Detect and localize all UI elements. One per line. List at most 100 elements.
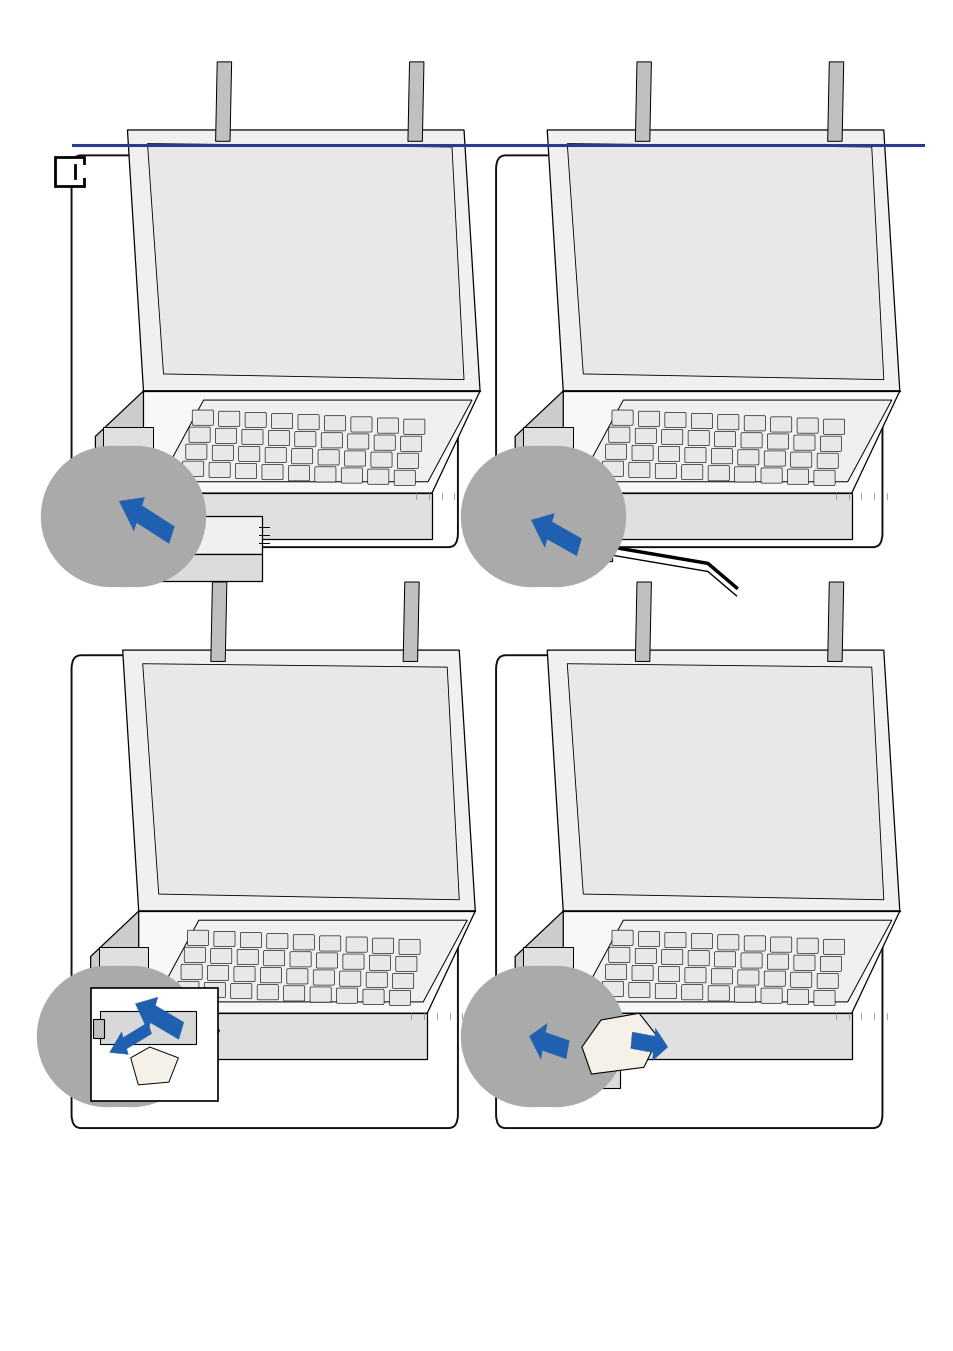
- FancyBboxPatch shape: [321, 432, 342, 449]
- FancyBboxPatch shape: [763, 451, 784, 466]
- FancyBboxPatch shape: [262, 465, 283, 480]
- FancyBboxPatch shape: [389, 990, 410, 1005]
- Polygon shape: [827, 62, 842, 142]
- FancyBboxPatch shape: [394, 470, 415, 485]
- Polygon shape: [110, 1023, 152, 1054]
- FancyBboxPatch shape: [283, 986, 304, 1001]
- Polygon shape: [515, 1013, 562, 1065]
- FancyBboxPatch shape: [664, 932, 685, 947]
- FancyBboxPatch shape: [717, 935, 739, 950]
- FancyBboxPatch shape: [218, 411, 239, 427]
- FancyBboxPatch shape: [75, 165, 86, 178]
- FancyBboxPatch shape: [189, 427, 210, 442]
- Polygon shape: [152, 554, 262, 581]
- FancyBboxPatch shape: [319, 936, 340, 951]
- FancyBboxPatch shape: [658, 446, 679, 462]
- FancyBboxPatch shape: [265, 447, 286, 462]
- Polygon shape: [95, 390, 143, 493]
- FancyBboxPatch shape: [687, 951, 708, 966]
- FancyBboxPatch shape: [287, 969, 308, 984]
- FancyBboxPatch shape: [743, 416, 764, 431]
- FancyBboxPatch shape: [373, 938, 394, 954]
- FancyBboxPatch shape: [313, 970, 335, 985]
- FancyBboxPatch shape: [658, 966, 679, 982]
- Polygon shape: [91, 1013, 138, 1065]
- FancyBboxPatch shape: [793, 435, 814, 450]
- FancyBboxPatch shape: [342, 954, 364, 969]
- FancyBboxPatch shape: [398, 939, 419, 954]
- FancyBboxPatch shape: [822, 419, 843, 434]
- FancyBboxPatch shape: [691, 934, 712, 948]
- FancyBboxPatch shape: [797, 938, 818, 954]
- FancyBboxPatch shape: [786, 989, 808, 1004]
- Polygon shape: [91, 1013, 427, 1059]
- FancyBboxPatch shape: [740, 432, 761, 449]
- FancyBboxPatch shape: [760, 988, 781, 1004]
- FancyBboxPatch shape: [734, 988, 755, 1002]
- FancyBboxPatch shape: [766, 954, 788, 969]
- Polygon shape: [131, 1047, 178, 1085]
- FancyBboxPatch shape: [740, 952, 761, 969]
- FancyBboxPatch shape: [797, 417, 818, 434]
- FancyBboxPatch shape: [631, 966, 653, 981]
- FancyBboxPatch shape: [817, 453, 838, 469]
- Polygon shape: [98, 947, 148, 993]
- FancyBboxPatch shape: [714, 431, 735, 447]
- FancyBboxPatch shape: [608, 947, 629, 962]
- FancyBboxPatch shape: [684, 447, 705, 462]
- FancyBboxPatch shape: [790, 453, 811, 467]
- FancyBboxPatch shape: [257, 985, 278, 1000]
- FancyBboxPatch shape: [393, 973, 414, 989]
- FancyBboxPatch shape: [707, 986, 728, 1001]
- FancyBboxPatch shape: [369, 955, 390, 970]
- Polygon shape: [91, 911, 138, 1013]
- FancyBboxPatch shape: [496, 155, 882, 547]
- Polygon shape: [143, 1004, 219, 1065]
- Polygon shape: [123, 650, 475, 911]
- FancyBboxPatch shape: [661, 430, 682, 444]
- FancyBboxPatch shape: [813, 470, 834, 485]
- FancyBboxPatch shape: [297, 415, 319, 430]
- Polygon shape: [91, 911, 475, 1013]
- FancyBboxPatch shape: [374, 435, 395, 450]
- FancyBboxPatch shape: [790, 973, 811, 988]
- Polygon shape: [567, 663, 882, 900]
- FancyBboxPatch shape: [272, 413, 293, 428]
- FancyBboxPatch shape: [367, 469, 389, 484]
- FancyBboxPatch shape: [237, 950, 258, 965]
- FancyBboxPatch shape: [288, 466, 309, 481]
- FancyBboxPatch shape: [743, 936, 764, 951]
- FancyBboxPatch shape: [233, 966, 254, 982]
- Polygon shape: [215, 62, 232, 142]
- FancyBboxPatch shape: [687, 431, 708, 446]
- FancyBboxPatch shape: [655, 463, 676, 478]
- Polygon shape: [567, 143, 882, 380]
- FancyBboxPatch shape: [362, 989, 384, 1004]
- FancyBboxPatch shape: [681, 465, 702, 480]
- Polygon shape: [95, 493, 143, 544]
- Polygon shape: [515, 493, 851, 539]
- FancyBboxPatch shape: [664, 412, 685, 427]
- FancyBboxPatch shape: [238, 446, 259, 462]
- FancyBboxPatch shape: [294, 431, 315, 447]
- FancyBboxPatch shape: [766, 434, 788, 449]
- FancyBboxPatch shape: [400, 436, 421, 451]
- FancyBboxPatch shape: [55, 157, 84, 186]
- FancyBboxPatch shape: [215, 428, 236, 443]
- FancyBboxPatch shape: [684, 967, 705, 982]
- FancyBboxPatch shape: [813, 990, 834, 1005]
- Polygon shape: [128, 130, 479, 390]
- Polygon shape: [515, 493, 595, 504]
- Polygon shape: [154, 920, 467, 1002]
- Polygon shape: [91, 1013, 171, 1024]
- FancyBboxPatch shape: [496, 655, 882, 1128]
- Polygon shape: [578, 400, 891, 482]
- Polygon shape: [827, 582, 842, 662]
- FancyBboxPatch shape: [635, 948, 656, 963]
- FancyBboxPatch shape: [177, 981, 199, 997]
- Polygon shape: [531, 513, 581, 555]
- FancyBboxPatch shape: [240, 932, 261, 947]
- Polygon shape: [159, 400, 472, 482]
- FancyBboxPatch shape: [638, 411, 659, 427]
- FancyBboxPatch shape: [204, 982, 225, 997]
